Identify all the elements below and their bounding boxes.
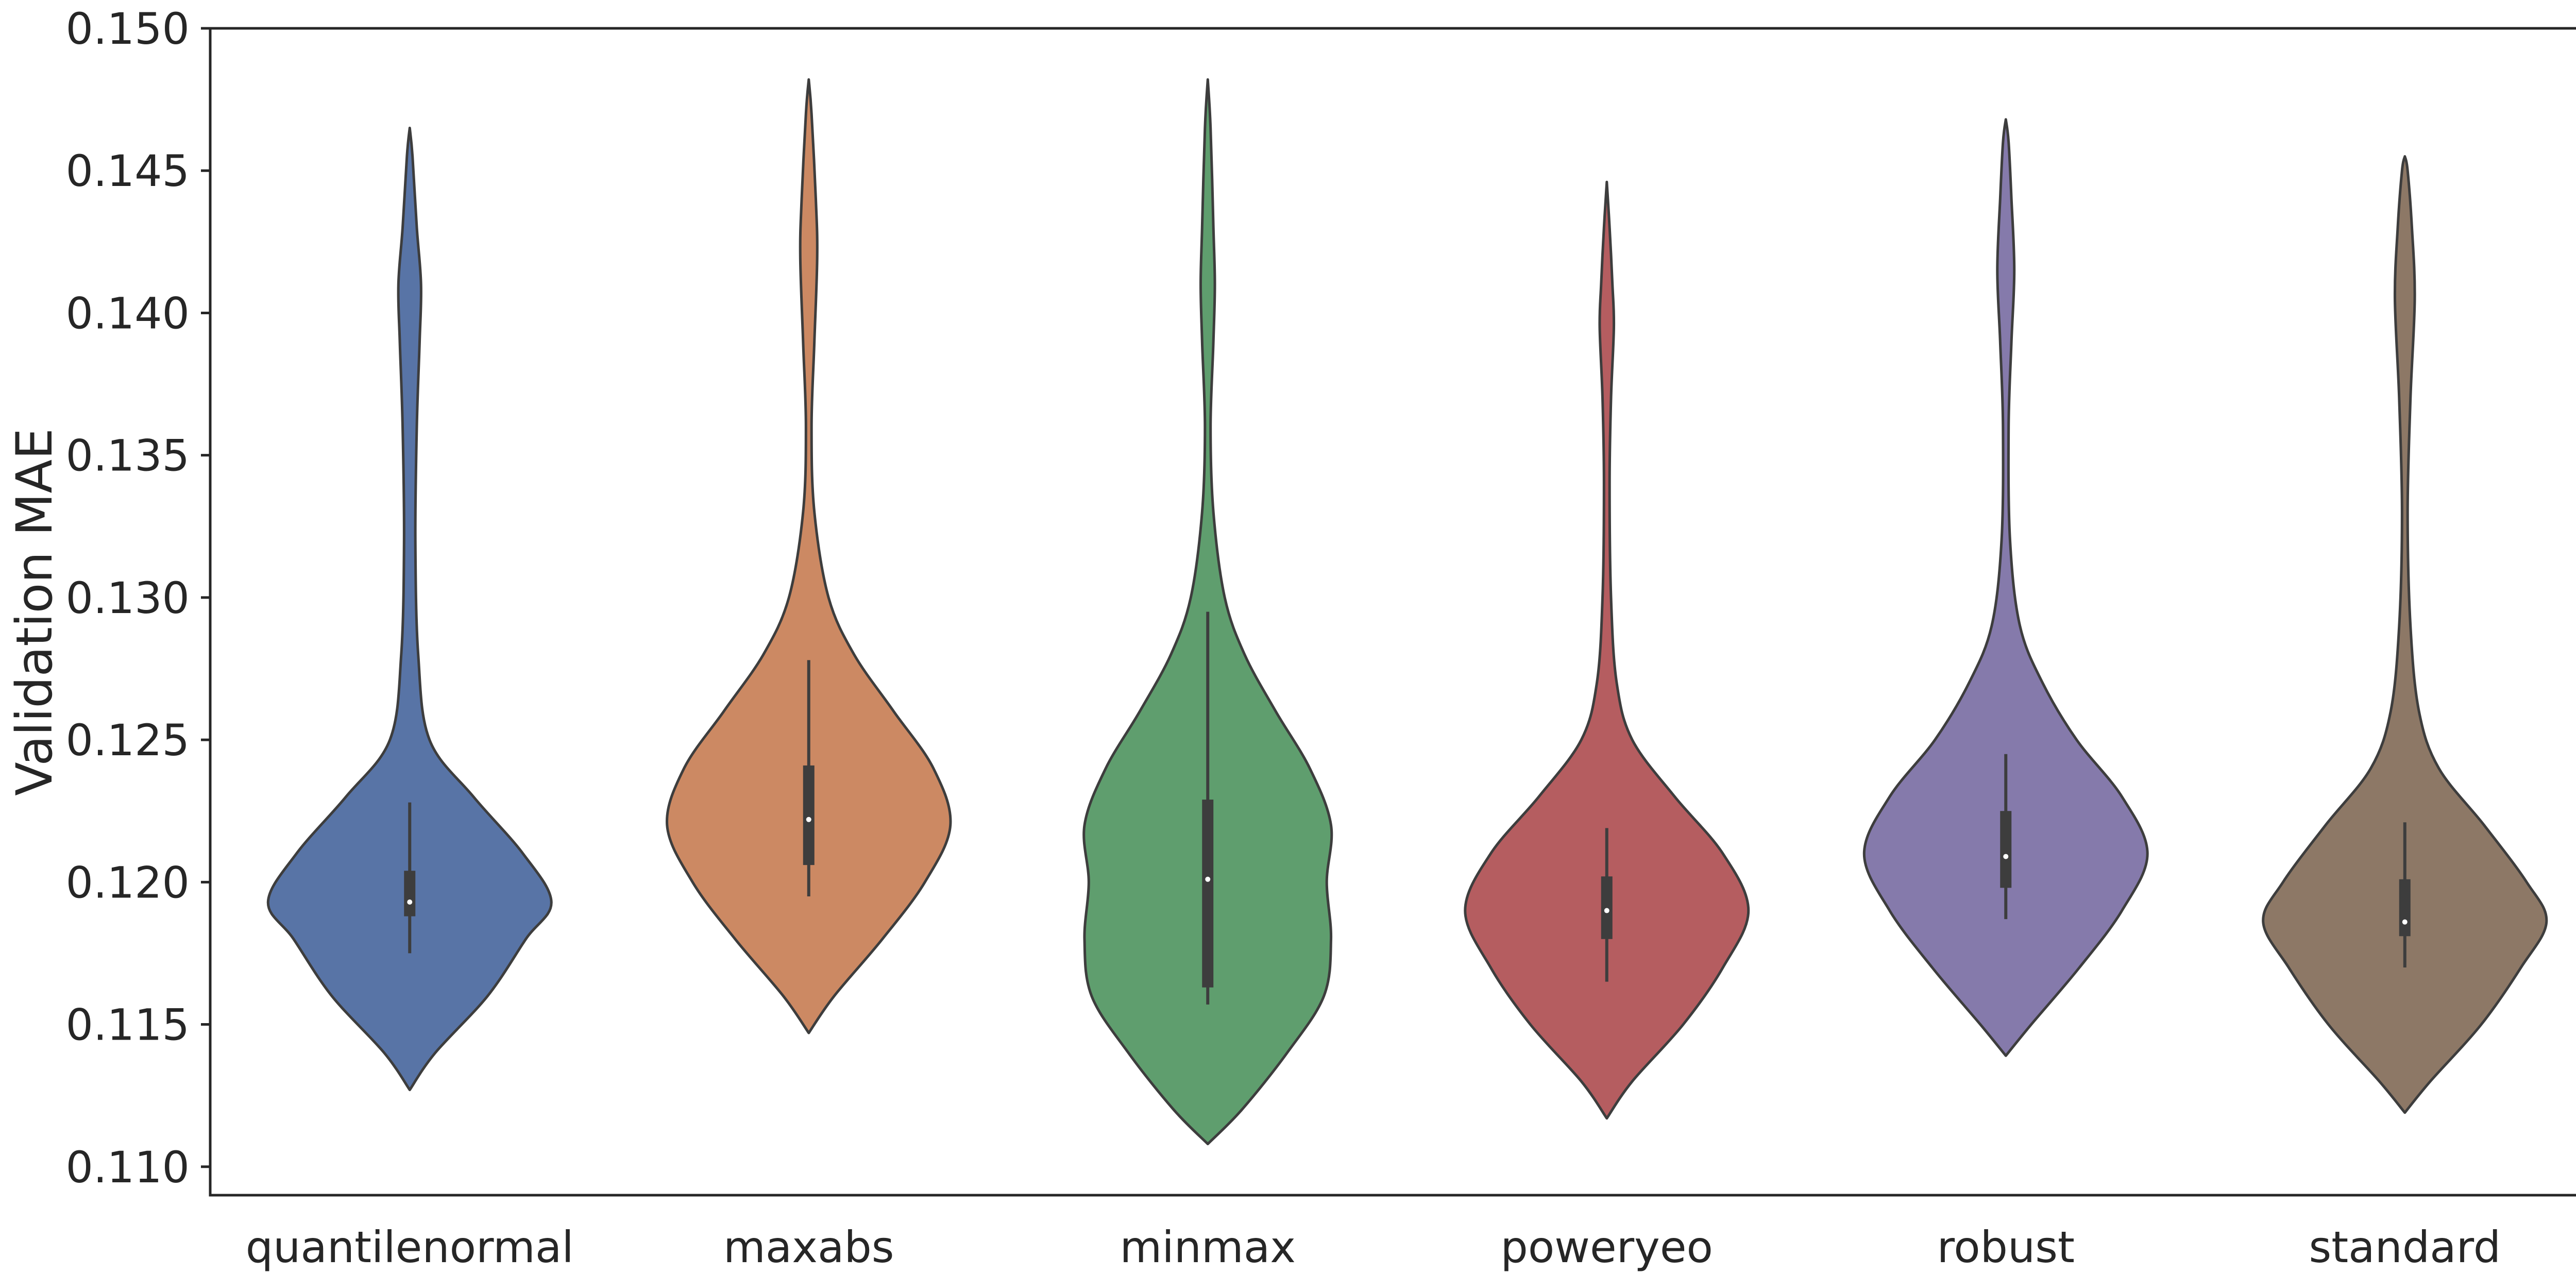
plot-frame xyxy=(209,27,2576,1197)
violin-maxabs xyxy=(666,78,952,1034)
y-tick-label-3: 0.125 xyxy=(66,715,190,766)
y-tick-label-2: 0.120 xyxy=(66,857,190,908)
y-tick-label-0: 0.110 xyxy=(66,1142,190,1193)
y-tick-label-4: 0.130 xyxy=(66,573,190,623)
y-tick-label-8: 0.150 xyxy=(66,4,190,54)
x-tick-label-minmax: minmax xyxy=(1120,1222,1296,1272)
x-axis: quantilenormal maxabs minmax poweryeo robust… xyxy=(246,1222,2501,1272)
x-tick-label-quantilenormal: quantilenormal xyxy=(246,1222,574,1272)
violin-quantilenormal xyxy=(266,126,553,1092)
violin-poweryeo xyxy=(1464,180,1750,1120)
violin-standard xyxy=(2262,155,2548,1114)
violin-robust xyxy=(1862,118,2149,1057)
median-dot-poweryeo xyxy=(1604,908,1609,913)
y-tick-label-1: 0.115 xyxy=(66,1000,190,1050)
median-dot-minmax xyxy=(1205,876,1211,882)
median-dot-robust xyxy=(2003,854,2009,859)
y-axis-title: Validation MAE xyxy=(6,428,63,796)
y-tick-label-5: 0.135 xyxy=(66,431,190,481)
x-tick-label-maxabs: maxabs xyxy=(723,1222,894,1272)
x-tick-label-standard: standard xyxy=(2309,1222,2501,1272)
x-tick-label-poweryeo: poweryeo xyxy=(1501,1222,1713,1272)
median-dot-standard xyxy=(2402,919,2408,925)
y-tick-label-7: 0.145 xyxy=(66,146,190,196)
plot-background xyxy=(210,28,2576,1195)
y-tick-label-6: 0.140 xyxy=(66,288,190,338)
y-axis: 0.110 0.115 0.120 0.125 0.130 0.135 0.140 0.145… xyxy=(66,4,210,1193)
median-dot-maxabs xyxy=(806,817,811,822)
median-dot-quantilenormal xyxy=(407,899,413,905)
violins xyxy=(266,78,2548,1146)
x-tick-label-robust: robust xyxy=(1937,1222,2075,1272)
